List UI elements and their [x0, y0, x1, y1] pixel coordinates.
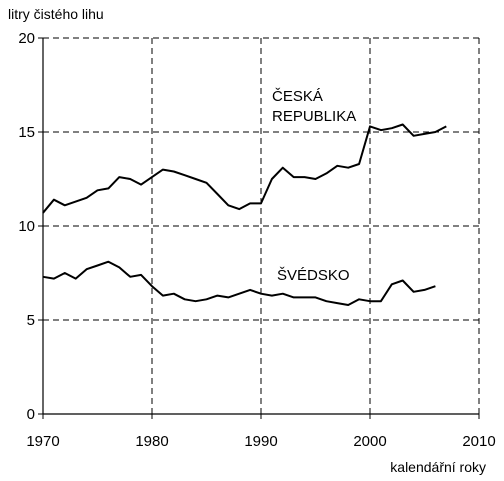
x-tick-label-2000: 2000 [353, 433, 386, 450]
x-tick-label-1980: 1980 [135, 433, 168, 450]
annotation-ceska-republika-line-1: ČESKÁ [272, 88, 323, 105]
annotation-ceska-republika-line-2: REPUBLIKA [272, 108, 356, 125]
plot-axes [38, 37, 480, 419]
annotation-ceska-republika: ČESKÁ REPUBLIKA [272, 88, 356, 125]
y-tick-label-10: 10 [18, 218, 35, 235]
x-tick-label-1990: 1990 [244, 433, 277, 450]
data-series [42, 123, 447, 306]
series-line-svedsko [42, 260, 436, 306]
y-axis-title: litry čistého lihu [8, 6, 104, 22]
y-tick-label-15: 15 [18, 124, 35, 141]
series-line-ceska-republika [42, 123, 447, 214]
annotation-svedsko-line-1: ŠVÉDSKO [277, 267, 350, 284]
y-tick-label-20: 20 [18, 30, 35, 47]
annotation-svedsko: ŠVÉDSKO [277, 267, 350, 284]
y-tick-label-0: 0 [27, 406, 35, 423]
y-tick-label-5: 5 [27, 312, 35, 329]
x-tick-label-1970: 1970 [26, 433, 59, 450]
x-axis-title: kalendářní roky [390, 459, 486, 475]
grid-lines [43, 37, 480, 414]
x-tick-label-2010: 2010 [462, 433, 495, 450]
tick-labels: 0 5 10 15 20 1970 1980 1990 2000 2010 [18, 30, 495, 450]
